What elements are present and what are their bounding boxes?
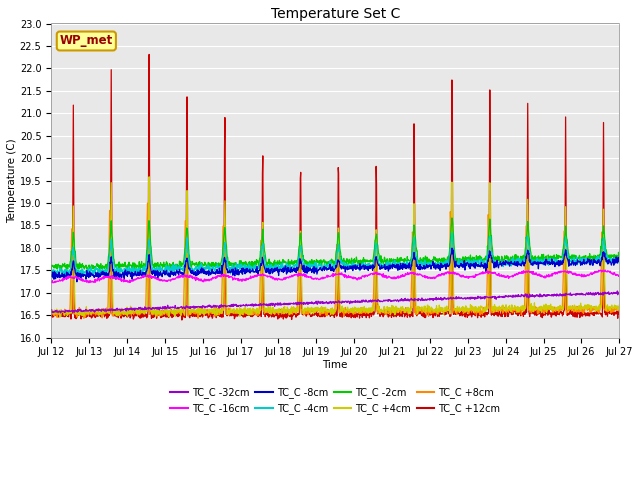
TC_C -16cm xyxy=(616,272,623,278)
TC_C +4cm xyxy=(609,304,616,310)
TC_C -4cm xyxy=(616,260,623,266)
TC_C +4cm xyxy=(145,174,153,180)
TC_C -16cm xyxy=(290,273,298,278)
TC_C +8cm xyxy=(549,310,557,315)
TC_C -32cm xyxy=(10,310,17,316)
TC_C -2cm xyxy=(448,215,456,221)
TC_C -32cm xyxy=(548,293,556,299)
TC_C -2cm xyxy=(10,264,17,270)
TC_C -4cm xyxy=(460,260,468,265)
TC_C +8cm xyxy=(144,200,152,206)
TC_C -8cm xyxy=(10,277,17,283)
TC_C -4cm xyxy=(549,257,557,263)
TC_C +12cm xyxy=(178,317,186,323)
TC_C +12cm xyxy=(10,314,17,320)
TC_C +8cm xyxy=(460,308,468,313)
Line: TC_C -32cm: TC_C -32cm xyxy=(13,291,620,314)
Line: TC_C +4cm: TC_C +4cm xyxy=(13,177,620,318)
TC_C -16cm xyxy=(609,270,616,276)
TC_C -2cm xyxy=(609,253,616,259)
TC_C +4cm xyxy=(549,304,557,310)
TC_C -8cm xyxy=(549,260,557,266)
TC_C -16cm xyxy=(10,279,17,285)
TC_C -4cm xyxy=(65,274,73,279)
Line: TC_C -2cm: TC_C -2cm xyxy=(13,218,620,273)
TC_C -32cm xyxy=(22,312,30,317)
TC_C -32cm xyxy=(460,296,468,301)
TC_C -8cm xyxy=(290,265,298,271)
TC_C -32cm xyxy=(104,307,112,313)
TC_C -4cm xyxy=(301,264,309,270)
TC_C +4cm xyxy=(290,308,298,313)
TC_C -16cm xyxy=(460,273,468,279)
TC_C -16cm xyxy=(601,267,609,273)
TC_C -2cm xyxy=(616,252,623,258)
X-axis label: Time: Time xyxy=(323,360,348,370)
TC_C -2cm xyxy=(22,270,29,276)
TC_C -4cm xyxy=(448,230,456,236)
Line: TC_C +8cm: TC_C +8cm xyxy=(13,203,620,318)
TC_C -8cm xyxy=(448,245,456,251)
Legend: TC_C -32cm, TC_C -16cm, TC_C -8cm, TC_C -4cm, TC_C -2cm, TC_C +4cm, TC_C +8cm, T: TC_C -32cm, TC_C -16cm, TC_C -8cm, TC_C … xyxy=(166,384,504,418)
TC_C -2cm xyxy=(104,253,112,259)
TC_C +4cm xyxy=(38,315,46,321)
TC_C -2cm xyxy=(301,257,309,263)
TC_C -8cm xyxy=(616,258,623,264)
Line: TC_C -16cm: TC_C -16cm xyxy=(13,270,620,283)
TC_C +8cm xyxy=(194,315,202,321)
Text: WP_met: WP_met xyxy=(60,35,113,48)
TC_C -4cm xyxy=(290,263,298,268)
TC_C +8cm xyxy=(290,310,298,315)
TC_C -32cm xyxy=(616,289,623,295)
TC_C -8cm xyxy=(609,260,616,265)
TC_C +8cm xyxy=(104,300,112,306)
TC_C -4cm xyxy=(104,263,112,268)
TC_C -2cm xyxy=(460,256,468,262)
TC_C -16cm xyxy=(10,280,17,286)
TC_C -32cm xyxy=(608,290,616,296)
TC_C -8cm xyxy=(301,270,309,276)
TC_C -2cm xyxy=(290,261,298,267)
TC_C +12cm xyxy=(616,312,623,317)
TC_C -4cm xyxy=(10,270,17,276)
TC_C -16cm xyxy=(548,272,556,277)
TC_C +8cm xyxy=(609,305,616,311)
Line: TC_C -8cm: TC_C -8cm xyxy=(13,248,620,282)
Title: Temperature Set C: Temperature Set C xyxy=(271,7,400,21)
TC_C +12cm xyxy=(145,51,153,57)
Line: TC_C +12cm: TC_C +12cm xyxy=(13,54,620,320)
TC_C -32cm xyxy=(301,301,309,307)
TC_C +12cm xyxy=(609,310,616,315)
TC_C +8cm xyxy=(616,304,623,310)
TC_C -16cm xyxy=(301,274,309,280)
TC_C +4cm xyxy=(10,313,17,319)
TC_C +8cm xyxy=(301,310,309,315)
TC_C -8cm xyxy=(460,258,468,264)
TC_C +12cm xyxy=(301,310,309,316)
TC_C +4cm xyxy=(616,302,623,308)
TC_C +12cm xyxy=(290,311,298,316)
TC_C -2cm xyxy=(549,255,557,261)
TC_C -8cm xyxy=(19,279,26,285)
TC_C +12cm xyxy=(549,312,557,318)
TC_C +12cm xyxy=(104,314,112,320)
TC_C +12cm xyxy=(460,310,468,315)
TC_C -4cm xyxy=(609,255,616,261)
Line: TC_C -4cm: TC_C -4cm xyxy=(13,233,620,276)
TC_C +4cm xyxy=(460,308,468,313)
TC_C +8cm xyxy=(10,310,17,315)
TC_C -32cm xyxy=(614,288,621,294)
Y-axis label: Temperature (C): Temperature (C) xyxy=(7,138,17,223)
TC_C +4cm xyxy=(301,308,309,313)
TC_C -16cm xyxy=(104,274,112,279)
TC_C -8cm xyxy=(104,273,112,279)
TC_C +4cm xyxy=(104,308,112,314)
TC_C -32cm xyxy=(290,300,298,306)
